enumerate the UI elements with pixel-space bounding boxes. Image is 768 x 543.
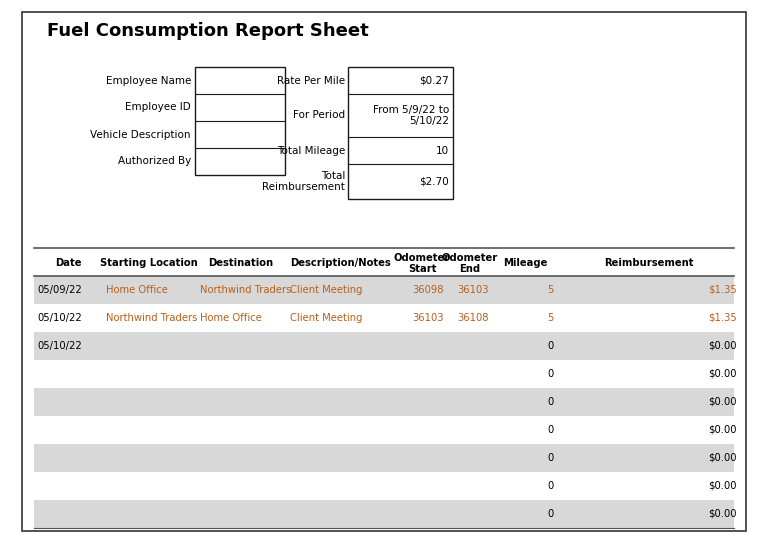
Text: $0.00: $0.00: [709, 425, 737, 435]
Text: 36098: 36098: [412, 285, 444, 295]
Text: 36103: 36103: [412, 313, 444, 323]
Text: For Period: For Period: [293, 110, 345, 121]
Text: $1.35: $1.35: [708, 285, 737, 295]
Text: $0.00: $0.00: [709, 397, 737, 407]
Bar: [348, 67, 453, 199]
Text: Home Office: Home Office: [106, 285, 168, 295]
Text: Odometer
End: Odometer End: [442, 252, 498, 274]
Text: 0: 0: [548, 397, 554, 407]
Text: $0.00: $0.00: [709, 509, 737, 519]
Text: 0: 0: [548, 341, 554, 351]
Text: Vehicle Description: Vehicle Description: [91, 129, 191, 140]
Text: Starting Location: Starting Location: [100, 258, 198, 268]
Text: Northwind Traders: Northwind Traders: [200, 285, 291, 295]
Text: Total Mileage: Total Mileage: [276, 146, 345, 155]
Text: $0.00: $0.00: [709, 341, 737, 351]
Text: Rate Per Mile: Rate Per Mile: [277, 75, 345, 85]
Text: Reimbursement: Reimbursement: [604, 258, 694, 268]
Text: Odometer
Start: Odometer Start: [394, 252, 450, 274]
Text: $0.00: $0.00: [709, 453, 737, 463]
Bar: [34, 416, 734, 444]
Text: Employee ID: Employee ID: [125, 103, 191, 112]
Text: 05/10/22: 05/10/22: [38, 341, 82, 351]
Text: $1.35: $1.35: [708, 313, 737, 323]
Text: $0.00: $0.00: [709, 369, 737, 379]
Text: $0.27: $0.27: [419, 75, 449, 85]
Bar: [34, 332, 734, 360]
Text: Client Meeting: Client Meeting: [290, 285, 362, 295]
Text: Destination: Destination: [208, 258, 273, 268]
Bar: [34, 304, 734, 332]
Bar: [34, 388, 734, 416]
Text: $0.00: $0.00: [709, 481, 737, 491]
Text: 0: 0: [548, 369, 554, 379]
Text: 05/10/22: 05/10/22: [38, 313, 82, 323]
Bar: [195, 67, 285, 175]
Text: Client Meeting: Client Meeting: [290, 313, 362, 323]
Text: Total
Reimbursement: Total Reimbursement: [262, 171, 345, 192]
Text: Mileage: Mileage: [503, 258, 547, 268]
Text: Authorized By: Authorized By: [118, 156, 191, 167]
Text: 05/09/22: 05/09/22: [38, 285, 82, 295]
Text: $2.70: $2.70: [419, 176, 449, 186]
Text: 0: 0: [548, 425, 554, 435]
Bar: [34, 500, 734, 528]
Text: Fuel Consumption Report Sheet: Fuel Consumption Report Sheet: [47, 22, 369, 40]
Bar: [34, 472, 734, 500]
Text: Date: Date: [55, 258, 81, 268]
Text: 5: 5: [547, 313, 554, 323]
Text: 0: 0: [548, 481, 554, 491]
Text: 36103: 36103: [457, 285, 488, 295]
Text: Northwind Traders: Northwind Traders: [106, 313, 197, 323]
Bar: [34, 276, 734, 304]
Text: 36108: 36108: [457, 313, 488, 323]
Text: Employee Name: Employee Name: [106, 75, 191, 85]
Text: Description/Notes: Description/Notes: [290, 258, 392, 268]
Bar: [34, 444, 734, 472]
Text: 0: 0: [548, 509, 554, 519]
Bar: [34, 360, 734, 388]
Text: From 5/9/22 to
5/10/22: From 5/9/22 to 5/10/22: [372, 105, 449, 127]
Text: Home Office: Home Office: [200, 313, 262, 323]
Text: 0: 0: [548, 453, 554, 463]
Text: 5: 5: [547, 285, 554, 295]
Text: 10: 10: [436, 146, 449, 155]
